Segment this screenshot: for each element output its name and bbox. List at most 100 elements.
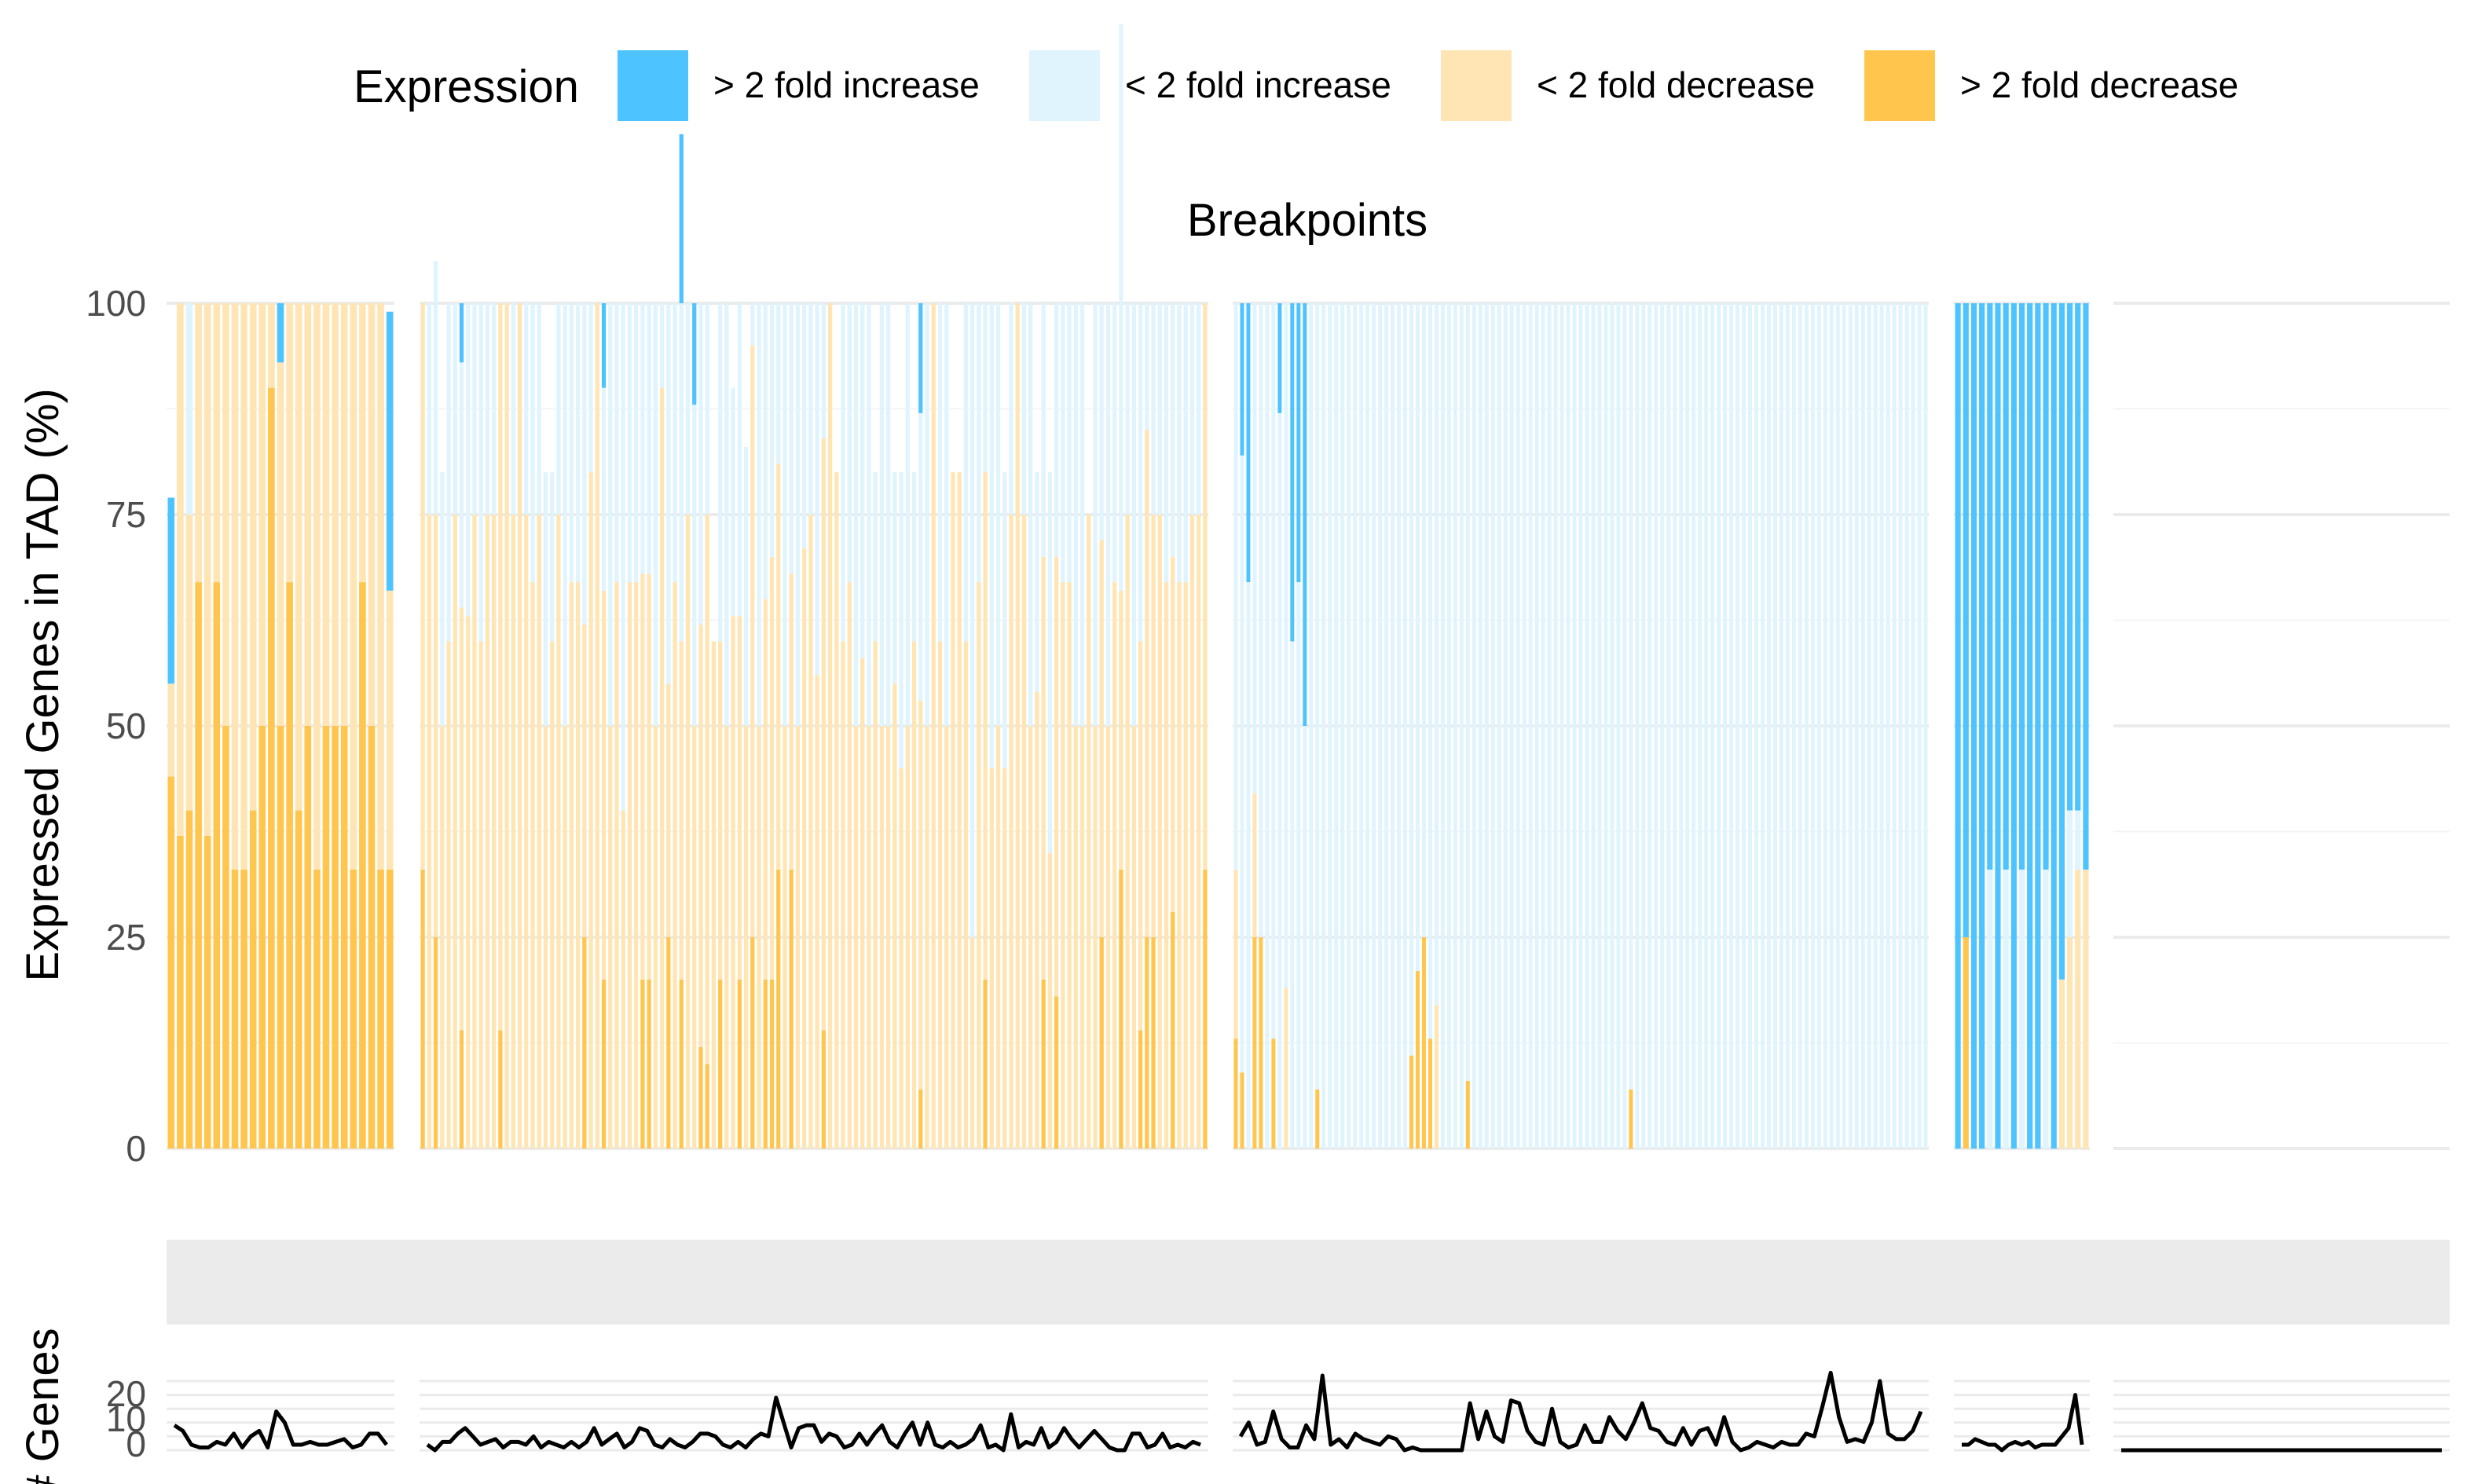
bar-inc2	[2043, 303, 2049, 870]
bar-inc	[1265, 303, 1270, 1149]
bar-inc	[478, 303, 483, 642]
bar-dec	[1021, 515, 1027, 1149]
bar-dec	[1164, 582, 1169, 1149]
bar-inc2	[2066, 303, 2073, 811]
bar-inc	[808, 303, 813, 515]
bar-inc2	[2018, 303, 2025, 870]
bar-inc	[1673, 303, 1677, 1149]
bar-dec2	[1415, 971, 1420, 1149]
gene-count-line	[1238, 1370, 1923, 1453]
bar-inc	[821, 303, 826, 439]
bar-dec2	[1240, 1072, 1244, 1149]
bar-inc2	[1296, 303, 1301, 583]
bar-inc	[1171, 303, 1175, 557]
bar-panels	[167, 24, 2450, 1150]
bar-inc	[640, 303, 645, 574]
bar-inc	[1572, 303, 1577, 1149]
bar-inc	[1365, 303, 1370, 1149]
bar-dec	[185, 515, 193, 811]
bar-dec	[446, 641, 451, 1149]
bar-inc	[1440, 303, 1445, 1149]
bar-inc	[1610, 303, 1615, 1149]
bar-inc	[1685, 303, 1690, 1149]
bar-dec	[569, 582, 574, 1149]
bar-panel	[1233, 302, 1929, 1150]
bar-dec2	[213, 582, 221, 1149]
bar-inc	[1892, 303, 1897, 1149]
bar-inc	[867, 303, 871, 726]
bar-inc	[1698, 303, 1702, 1149]
bar-inc	[1729, 303, 1734, 1149]
bar-dec2	[1271, 1039, 1276, 1149]
bar-inc	[763, 303, 768, 599]
bar-dec	[1125, 515, 1130, 1149]
bar-dec	[258, 303, 266, 726]
lower-y-tick-label: 0	[126, 1424, 146, 1464]
bar-inc	[1585, 303, 1589, 1149]
bar-inc2	[1995, 303, 2001, 1149]
bar-inc	[1566, 303, 1571, 1149]
y-tick-label: 100	[86, 283, 146, 324]
bar-inc2	[459, 303, 464, 363]
bar-dec	[167, 683, 175, 777]
bar-dec2	[313, 869, 321, 1149]
legend-item-dec: < 2 fold decrease	[1441, 50, 1815, 121]
bar-dec	[1233, 869, 1238, 1039]
bar-dec	[808, 515, 813, 1149]
bar-panel	[1954, 302, 2090, 1150]
bar-inc	[789, 303, 794, 574]
bar-inc	[582, 303, 587, 625]
bar-dec	[1131, 726, 1136, 1149]
legend-label-inc: < 2 fold increase	[1125, 64, 1391, 105]
bar-inc	[1359, 303, 1364, 1149]
bar-inc	[1290, 641, 1295, 1149]
bar-inc	[899, 472, 903, 768]
bar-dec2	[498, 1030, 503, 1149]
bar-dec	[498, 303, 503, 1031]
legend-label-dec: < 2 fold decrease	[1537, 64, 1815, 105]
bar-dec2	[821, 1030, 826, 1149]
bar-inc2	[386, 311, 394, 591]
bar-inc	[1710, 303, 1715, 1149]
bar-inc	[743, 446, 749, 726]
bar-inc	[2075, 810, 2081, 870]
bar-inc	[1277, 412, 1282, 1149]
bar-dec2	[983, 979, 988, 1149]
bar-dec	[1145, 430, 1149, 937]
bar-inc	[1816, 303, 1821, 1149]
bar-dec	[783, 726, 787, 1149]
bar-inc	[1157, 303, 1162, 515]
bar-inc	[1848, 303, 1853, 1149]
bar-inc	[1810, 303, 1815, 1149]
bar-dec	[177, 303, 184, 836]
bar-inc	[673, 303, 677, 583]
bar-inc	[608, 303, 613, 726]
bar-dec	[1157, 515, 1162, 1149]
bar-dec	[1284, 988, 1288, 1149]
bar-inc	[847, 303, 852, 583]
bar-inc	[1616, 303, 1621, 1149]
bar-inc	[1898, 303, 1903, 1149]
bar-dec2	[1054, 996, 1059, 1149]
bar-dec	[905, 726, 910, 1149]
bar-dec	[834, 472, 839, 1149]
bar-dec	[340, 303, 348, 726]
bar-inc2	[2010, 303, 2017, 1149]
y-axis-title: Expressed Genes in TAD (%)	[17, 388, 68, 981]
bar-inc	[1772, 303, 1777, 1149]
bar-inc	[1328, 303, 1332, 1149]
bar-dec	[1177, 582, 1182, 1149]
y-axis-ticks: 0 25 50 75 100	[86, 283, 146, 1169]
bar-inc2	[1955, 303, 1961, 1149]
bar-dec2	[258, 726, 266, 1149]
bar-dec	[1015, 303, 1020, 1149]
bar-dec2	[679, 979, 684, 1149]
bar-inc	[1867, 303, 1871, 1149]
y-tick-label: 75	[106, 494, 146, 535]
bar-inc	[841, 303, 845, 642]
bar-inc	[1284, 303, 1288, 988]
bar-inc	[989, 303, 994, 768]
bar-inc	[1509, 303, 1514, 1149]
bar-dec	[821, 438, 826, 1031]
